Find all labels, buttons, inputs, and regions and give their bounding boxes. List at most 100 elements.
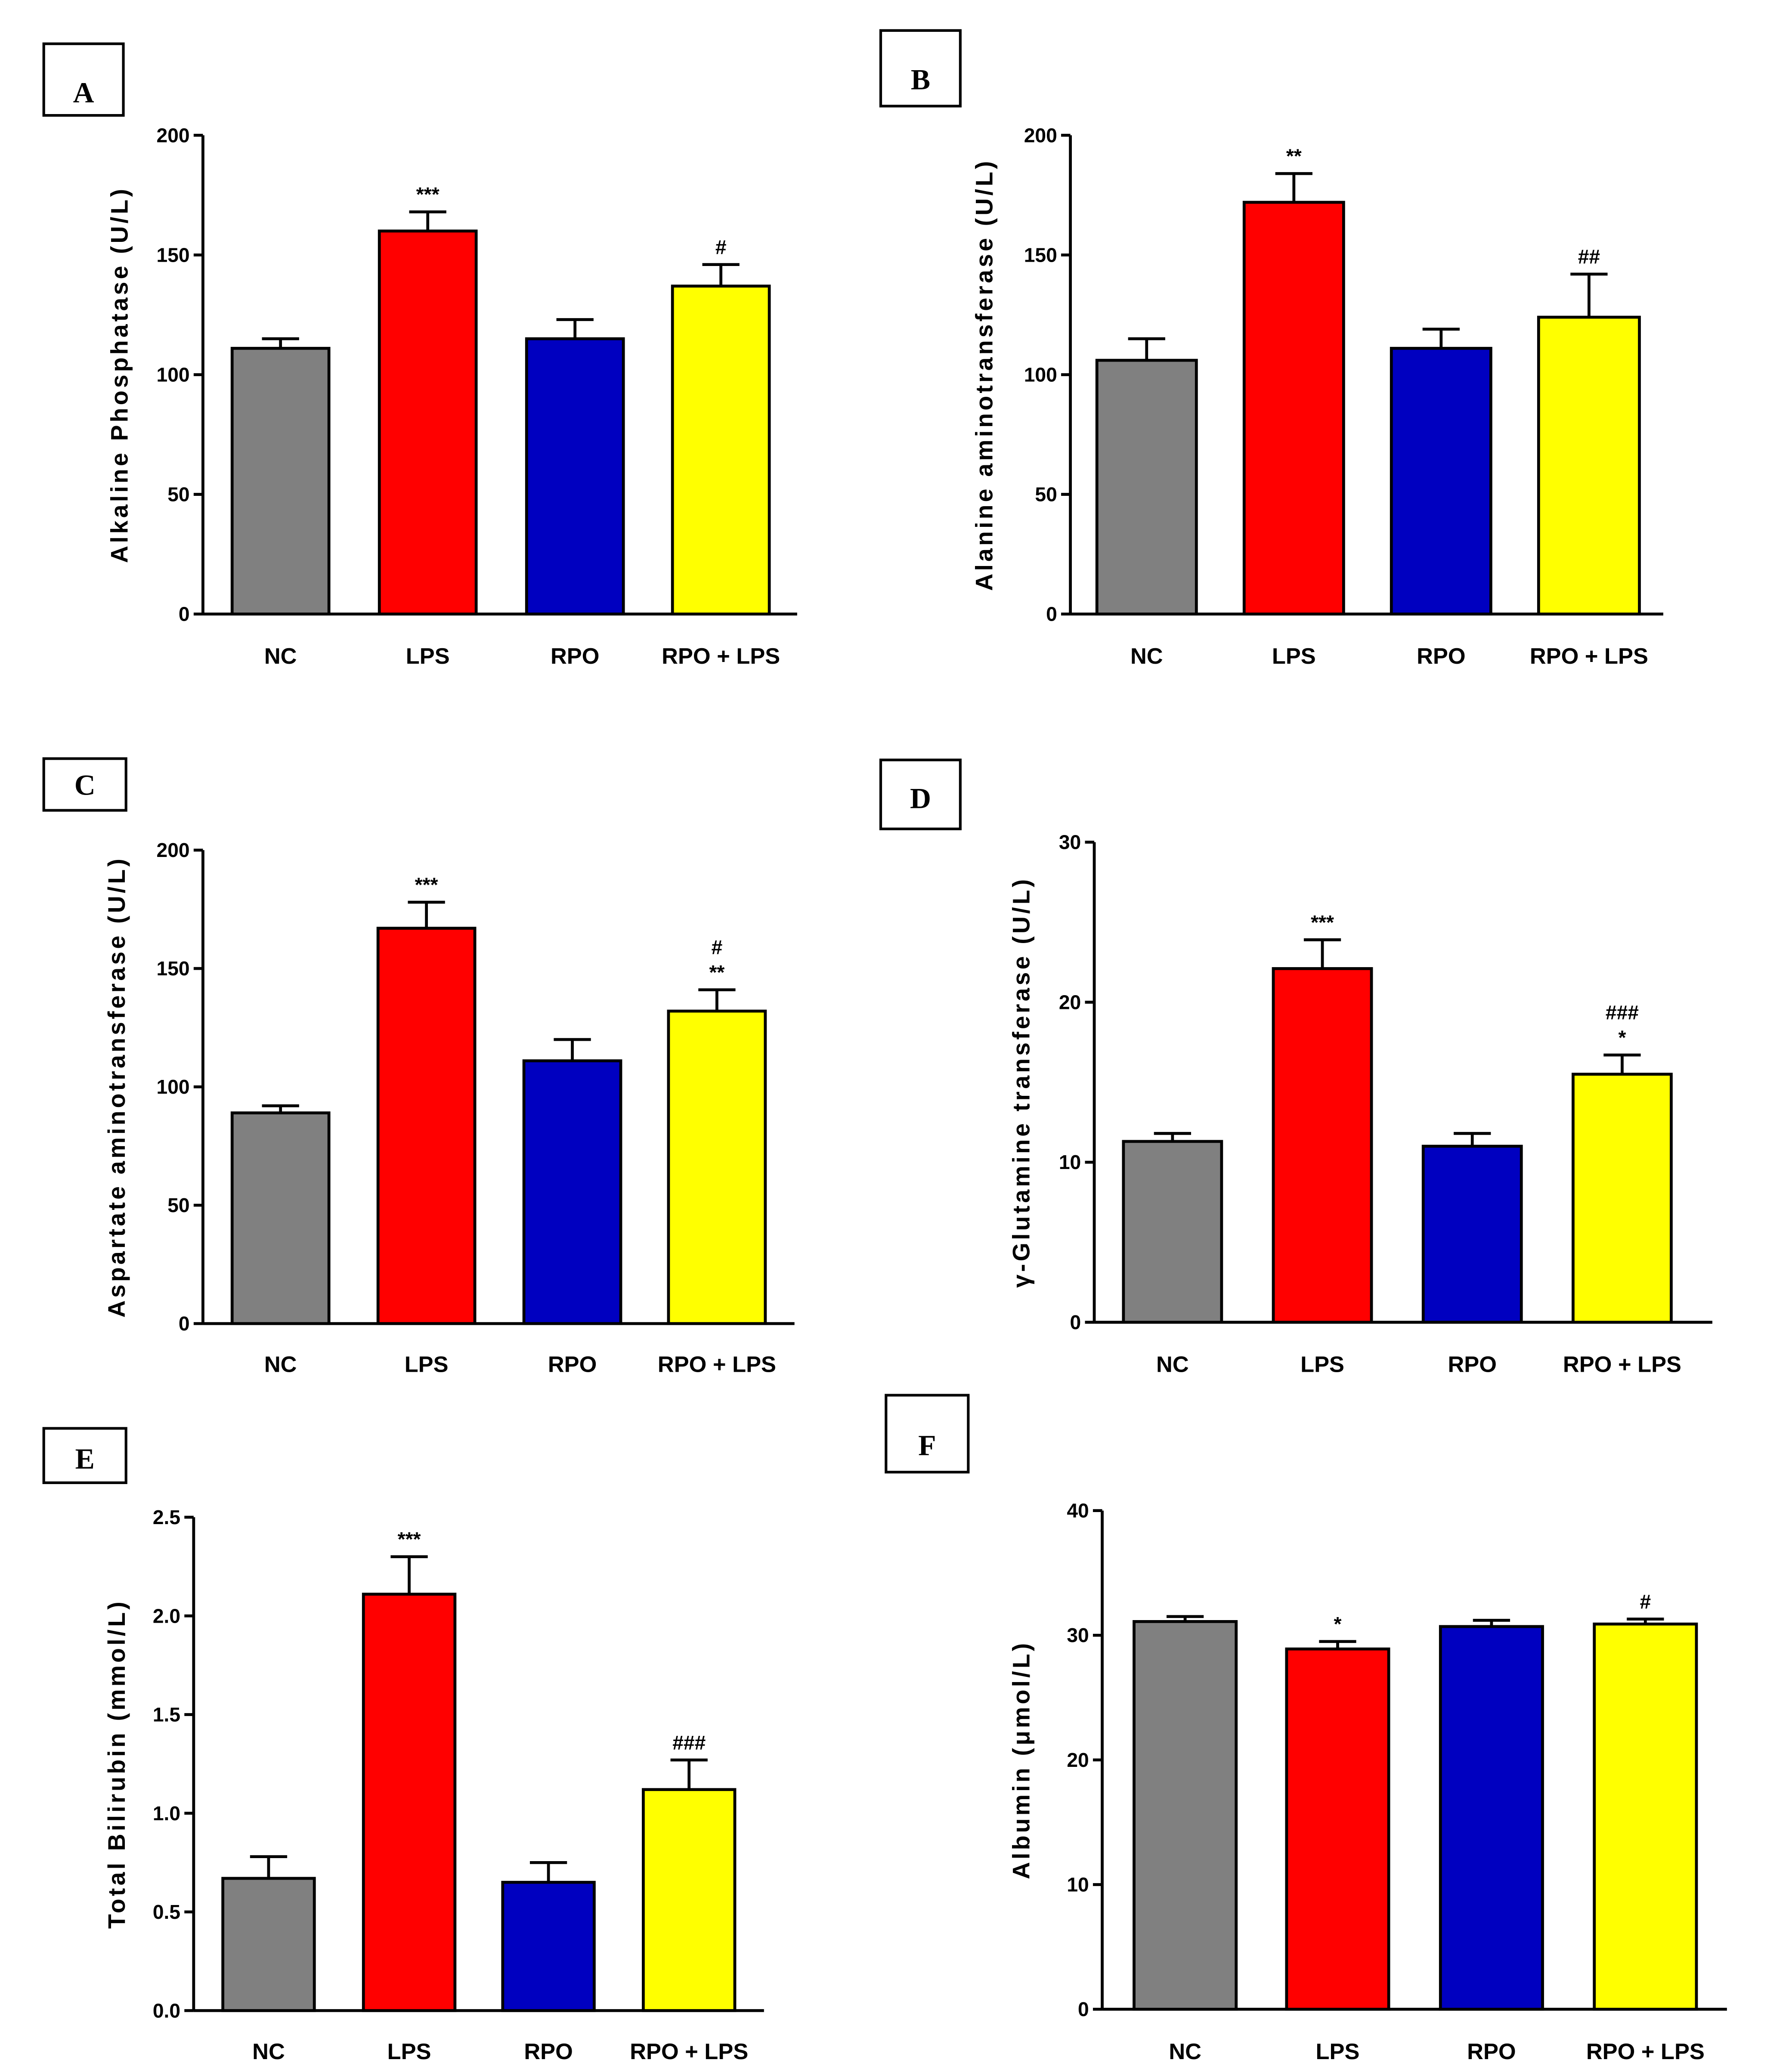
x-category-label: LPS bbox=[1272, 644, 1316, 669]
x-category-label: RPO + LPS bbox=[1530, 644, 1648, 669]
y-tick-label: 10 bbox=[1059, 1151, 1081, 1173]
x-category-label: LPS bbox=[405, 1352, 449, 1377]
panel-label-frame bbox=[879, 758, 962, 830]
y-tick-label: 40 bbox=[1067, 1500, 1089, 1522]
panel-E: E 0.0 0.5 1.0 1.5 2.0 2.5 Total Bilirubin (mmol… bbox=[42, 1427, 764, 2064]
bar-lps bbox=[376, 927, 477, 1325]
significance-label: * bbox=[1334, 1613, 1341, 1635]
panel-F: F 0 10 20 30 40 Albumin (μmol/L) NC LPS * RPO RPO +… bbox=[885, 1394, 1727, 2064]
bar-rpo bbox=[522, 1059, 622, 1325]
panel-label-box: F bbox=[885, 1394, 970, 1474]
y-tick-label: 0 bbox=[1078, 1998, 1089, 2020]
y-tick-label: 20 bbox=[1067, 1749, 1089, 1771]
y-axis-label: Total Bilirubin (mmol/L) bbox=[103, 1599, 130, 1929]
significance-label: # bbox=[712, 936, 723, 958]
y-tick-label: 50 bbox=[167, 483, 189, 506]
panel-label: F bbox=[918, 1429, 936, 1462]
y-tick-label: 150 bbox=[157, 957, 190, 980]
significance-label: *** bbox=[1311, 911, 1334, 934]
y-tick-label: 100 bbox=[157, 1076, 190, 1098]
bar-nc bbox=[1122, 1140, 1223, 1324]
bar-rpo bbox=[1439, 1625, 1544, 2011]
significance-label: ** bbox=[1286, 145, 1302, 167]
bar-rpo bbox=[525, 337, 625, 616]
y-tick-label: 30 bbox=[1059, 831, 1081, 854]
y-tick-label: 0 bbox=[179, 603, 190, 625]
x-category-label: RPO bbox=[1417, 644, 1466, 669]
panel-label: A bbox=[73, 77, 94, 109]
bar-lps bbox=[1242, 201, 1345, 616]
panel-label-frame bbox=[879, 29, 962, 108]
x-category-label: LPS bbox=[406, 644, 450, 669]
significance-label: # bbox=[1640, 1590, 1651, 1613]
x-category-label: RPO + LPS bbox=[1563, 1352, 1681, 1377]
panel-C: C 0 50 100 150 200 Aspartate aminotransferase … bbox=[42, 757, 795, 1377]
bar-rpolps bbox=[642, 1788, 737, 2012]
significance-label: ## bbox=[1578, 245, 1600, 268]
y-tick-label: 30 bbox=[1067, 1624, 1089, 1646]
y-axis-label: Aspartate aminotransferase (U/L) bbox=[103, 856, 130, 1318]
panel-label-box: A bbox=[42, 42, 125, 117]
x-category-label: RPO + LPS bbox=[662, 644, 780, 669]
panel-label-box: E bbox=[42, 1427, 127, 1484]
significance-label: ** bbox=[709, 961, 724, 984]
significance-label: *** bbox=[415, 873, 438, 896]
x-category-label: LPS bbox=[1316, 2039, 1360, 2064]
bar-rpolps bbox=[671, 285, 771, 616]
y-tick-label: 0 bbox=[1046, 603, 1057, 625]
x-category-label: NC bbox=[264, 1352, 297, 1377]
x-category-label: NC bbox=[1156, 1352, 1189, 1377]
x-category-label: RPO bbox=[1467, 2039, 1516, 2064]
bar-rpolps bbox=[1537, 315, 1641, 616]
panel-B: B 0 50 100 150 200 Alanine aminotransferase (U… bbox=[879, 29, 1663, 669]
y-tick-label: 1.5 bbox=[153, 1704, 180, 1726]
y-axis-label: Alanine aminotransferase (U/L) bbox=[971, 158, 997, 591]
panel-label-box: D bbox=[879, 758, 962, 830]
significance-label: # bbox=[715, 236, 727, 258]
y-tick-label: 2.5 bbox=[153, 1506, 180, 1528]
bar-rpo bbox=[1421, 1144, 1523, 1324]
bar-rpo bbox=[501, 1880, 596, 2012]
x-category-label: LPS bbox=[387, 2039, 431, 2064]
bar-lps bbox=[362, 1593, 457, 2012]
y-tick-label: 50 bbox=[1035, 483, 1057, 506]
significance-label: * bbox=[1618, 1026, 1626, 1048]
panel-label-frame bbox=[885, 1394, 970, 1474]
y-axis-label: Albumin (μmol/L) bbox=[1008, 1641, 1035, 1880]
x-category-label: NC bbox=[1169, 2039, 1201, 2064]
y-tick-label: 150 bbox=[157, 244, 190, 266]
bar-nc bbox=[1095, 359, 1198, 616]
x-category-label: RPO + LPS bbox=[658, 1352, 776, 1377]
bar-rpolps bbox=[667, 1009, 767, 1325]
x-category-label: RPO bbox=[1448, 1352, 1497, 1377]
y-tick-label: 100 bbox=[157, 363, 190, 386]
panel-label-frame bbox=[42, 42, 125, 117]
y-tick-label: 20 bbox=[1059, 991, 1081, 1013]
bar-rpolps bbox=[1572, 1073, 1673, 1324]
panel-D: D 0 10 20 30 γ-Glutamine transferase (U/L) NC L… bbox=[879, 758, 1712, 1377]
bar-nc bbox=[1133, 1620, 1238, 2011]
y-axis-label: γ-Glutamine transferase (U/L) bbox=[1008, 877, 1035, 1288]
y-axis-label: Alkaline Phosphatase (U/L) bbox=[106, 186, 133, 563]
bar-nc bbox=[230, 346, 331, 616]
y-tick-label: 0 bbox=[1070, 1311, 1081, 1333]
bar-nc bbox=[230, 1111, 331, 1325]
x-category-label: RPO + LPS bbox=[1586, 2039, 1705, 2064]
x-category-label: LPS bbox=[1300, 1352, 1344, 1377]
y-tick-label: 2.0 bbox=[153, 1605, 180, 1627]
y-tick-label: 0.0 bbox=[153, 1999, 180, 2022]
x-category-label: RPO bbox=[551, 644, 600, 669]
significance-label: *** bbox=[416, 183, 439, 206]
y-tick-label: 100 bbox=[1024, 363, 1057, 386]
panel-label-box: B bbox=[879, 29, 962, 108]
x-category-label: RPO + LPS bbox=[630, 2039, 748, 2064]
x-category-label: NC bbox=[252, 2039, 285, 2064]
y-tick-label: 200 bbox=[157, 839, 190, 861]
y-tick-label: 150 bbox=[1024, 244, 1057, 266]
panel-label: D bbox=[910, 782, 931, 814]
bar-lps bbox=[1285, 1647, 1390, 2011]
significance-label: ### bbox=[1606, 1001, 1639, 1024]
panel-label-box: C bbox=[42, 757, 127, 812]
bar-rpo bbox=[1390, 346, 1492, 616]
